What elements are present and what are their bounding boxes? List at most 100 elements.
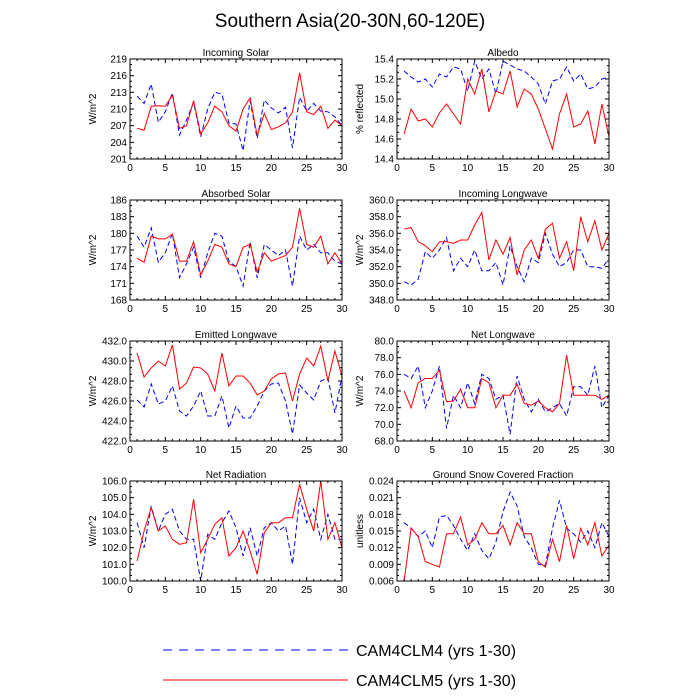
y-tick-label: 0.018: [369, 510, 394, 521]
panel-albedo: 0 5 10 15 20 25 30 14.4 14.6 14.8 15.0 15.2 15.4 Albe…: [355, 48, 615, 174]
legend-label-cam4clm5: CAM4CLM5 (yrs 1-30): [356, 673, 516, 690]
series-line-cam4clm4-ground-snow-covered-fraction: [403, 490, 610, 566]
y-tick-label: 102.0: [102, 543, 127, 554]
series-line-cam4clm5-incoming-solar: [136, 72, 343, 136]
y-tick-label: 432.0: [102, 337, 127, 348]
legend-label-cam4clm4: CAM4CLM4 (yrs 1-30): [356, 643, 516, 660]
series-line-cam4clm5-ground-snow-covered-fraction: [403, 515, 610, 582]
plot-frame-emitted-longwave: [129, 340, 343, 442]
y-tick-label: 424.0: [102, 417, 127, 428]
x-tick-label: 10: [195, 304, 207, 315]
y-tick-label: 0.012: [369, 543, 394, 554]
y-axis-label-emitted-longwave: W/m^2: [88, 375, 99, 406]
y-axis-label-net-radiation: W/m^2: [88, 515, 99, 546]
y-tick-label: 0.006: [369, 577, 394, 588]
y-tick-label: 183: [110, 212, 127, 223]
panel-incoming-solar: 0 5 10 15 20 25 30 201 204 207 210 213 216 219 Incomin…: [88, 48, 348, 174]
plot-frame-absorbed-solar: [129, 199, 343, 301]
x-tick-label: 25: [568, 163, 580, 174]
y-tick-label: 430.0: [102, 357, 127, 368]
y-axis-label-incoming-solar: W/m^2: [88, 93, 99, 124]
x-tick-label: 10: [195, 163, 207, 174]
x-tick-label: 0: [127, 445, 133, 456]
x-tick-label: 30: [603, 585, 615, 596]
y-tick-label: 106.0: [102, 477, 127, 488]
y-tick-label: 80.0: [375, 337, 395, 348]
y-tick-label: 171: [110, 279, 127, 290]
series-line-cam4clm4-incoming-solar: [136, 82, 343, 151]
plot-frame-ground-snow-covered-fraction: [396, 480, 610, 582]
y-tick-label: 352.0: [369, 262, 394, 273]
y-tick-label: 105.0: [102, 493, 127, 504]
legend: CAM4CLM4 (yrs 1-30) CAM4CLM5 (yrs 1-30): [163, 643, 516, 690]
y-axis-label-net-longwave: W/m^2: [355, 375, 366, 406]
x-tick-label: 15: [497, 163, 509, 174]
series-line-cam4clm4-net-longwave: [403, 364, 610, 435]
series-line-cam4clm4-incoming-longwave: [403, 231, 610, 286]
y-tick-label: 15.0: [375, 95, 395, 106]
y-tick-label: 14.8: [375, 115, 395, 126]
x-tick-label: 0: [394, 585, 400, 596]
panel-grid: 0 5 10 15 20 25 30 201 204 207 210 213 216 219 Incomin…: [88, 48, 615, 596]
series-line-cam4clm5-absorbed-solar: [136, 208, 343, 277]
y-tick-label: 210: [110, 105, 127, 116]
panel-ground-snow-covered-fraction: 0 5 10 15 20 25 30 0.006 0.009 0.012 0.015 0.018 0.0…: [355, 470, 615, 596]
panel-title-albedo: Albedo: [487, 48, 519, 59]
y-tick-label: 15.2: [375, 75, 395, 86]
x-tick-label: 30: [603, 163, 615, 174]
x-tick-label: 5: [430, 304, 436, 315]
x-tick-label: 10: [462, 585, 474, 596]
panel-title-net-radiation: Net Radiation: [206, 470, 267, 481]
x-tick-label: 30: [336, 163, 348, 174]
y-tick-label: 74.0: [375, 387, 395, 398]
panel-title-emitted-longwave: Emitted Longwave: [195, 330, 278, 341]
y-tick-label: 354.0: [369, 246, 394, 257]
x-tick-label: 25: [301, 445, 313, 456]
x-tick-label: 15: [497, 445, 509, 456]
x-tick-label: 15: [497, 304, 509, 315]
y-tick-label: 101.0: [102, 560, 127, 571]
panel-incoming-longwave: 0 5 10 15 20 25 30 348.0 350.0 352.0 354.0 356.0 358…: [355, 189, 615, 315]
figure-title: Southern Asia(20-30N,60-120E): [215, 11, 485, 32]
series-line-cam4clm4-net-radiation: [136, 497, 342, 582]
y-tick-label: 422.0: [102, 437, 127, 448]
series-line-cam4clm5-incoming-longwave: [403, 210, 610, 276]
x-tick-label: 0: [394, 445, 400, 456]
x-tick-label: 15: [230, 304, 242, 315]
x-tick-label: 5: [163, 445, 169, 456]
x-tick-label: 30: [336, 585, 348, 596]
panel-net-radiation: 0 5 10 15 20 25 30 100.0 101.0 102.0 103.0 104.0 105…: [88, 470, 348, 596]
y-tick-label: 186: [110, 196, 127, 207]
y-tick-label: 360.0: [369, 196, 394, 207]
y-tick-label: 14.4: [375, 155, 395, 166]
x-tick-label: 0: [127, 163, 133, 174]
x-tick-label: 15: [497, 585, 509, 596]
x-tick-label: 25: [301, 585, 313, 596]
y-tick-label: 168: [110, 296, 127, 307]
series-line-cam4clm5-albedo: [403, 68, 610, 151]
panel-emitted-longwave: 0 5 10 15 20 25 30 422.0 424.0 426.0 428.0 430.0 432…: [88, 330, 348, 456]
y-tick-label: 180: [110, 229, 127, 240]
x-tick-label: 5: [163, 585, 169, 596]
y-tick-label: 104.0: [102, 510, 127, 521]
y-tick-label: 348.0: [369, 296, 394, 307]
x-tick-label: 25: [568, 585, 580, 596]
x-tick-label: 15: [230, 585, 242, 596]
y-tick-label: 103.0: [102, 527, 127, 538]
series-line-cam4clm5-net-longwave: [403, 355, 610, 413]
x-tick-label: 5: [430, 445, 436, 456]
y-tick-label: 219: [110, 55, 127, 66]
y-tick-label: 426.0: [102, 397, 127, 408]
plot-frame-net-radiation: [129, 480, 343, 582]
panel-title-absorbed-solar: Absorbed Solar: [202, 189, 272, 200]
x-tick-label: 5: [430, 585, 436, 596]
x-tick-label: 20: [266, 445, 278, 456]
x-tick-label: 25: [568, 445, 580, 456]
y-tick-label: 350.0: [369, 279, 394, 290]
x-tick-label: 5: [163, 304, 169, 315]
x-tick-label: 25: [568, 304, 580, 315]
x-tick-label: 25: [301, 163, 313, 174]
y-tick-label: 14.6: [375, 135, 395, 146]
x-tick-label: 10: [462, 445, 474, 456]
